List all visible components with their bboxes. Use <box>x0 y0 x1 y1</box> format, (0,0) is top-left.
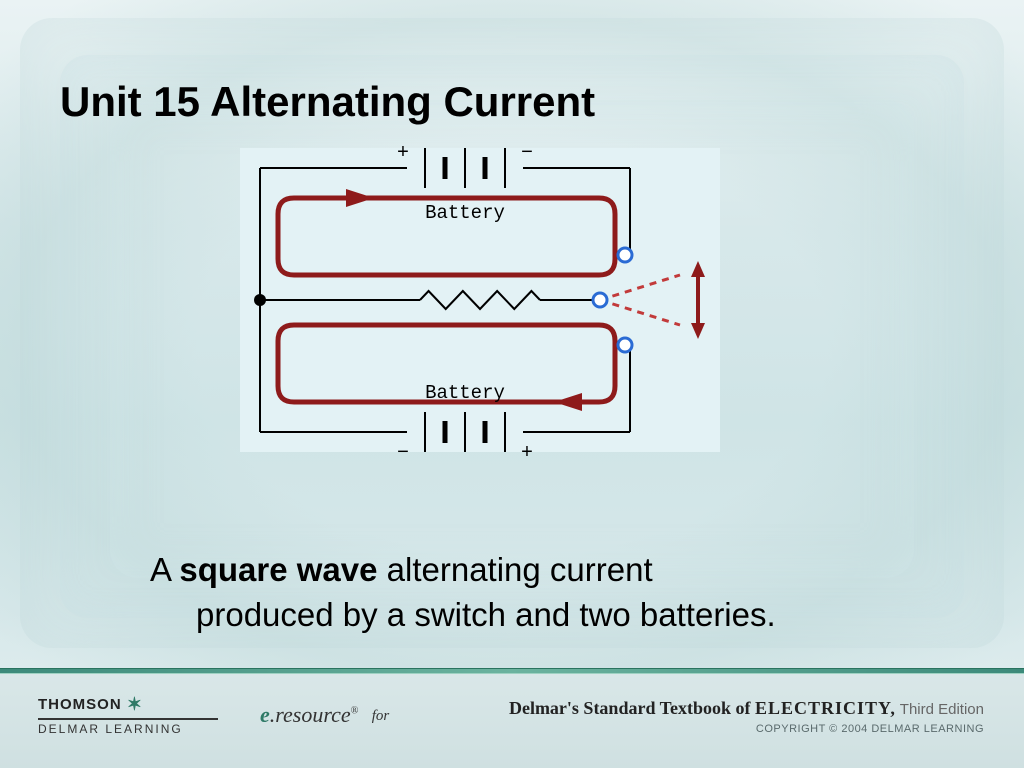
circuit-diagram: + − − + Battery Battery <box>230 140 730 460</box>
caption-bold: square wave <box>179 551 377 588</box>
caption: A square wave alternating current produc… <box>150 548 890 637</box>
svg-text:+: + <box>397 141 409 163</box>
page-title: Unit 15 Alternating Current <box>60 78 595 126</box>
eresource-word: resource <box>275 702 350 727</box>
eresource-e: e <box>260 702 270 727</box>
svg-text:Battery: Battery <box>425 382 505 404</box>
publisher-logo: THOMSON ✶ DELMAR LEARNING <box>38 694 238 736</box>
book-prefix: Delmar's Standard Textbook of <box>509 698 755 718</box>
thomson-text: THOMSON <box>38 696 122 713</box>
delmar-text: DELMAR LEARNING <box>38 722 238 736</box>
book-title-block: Delmar's Standard Textbook of ELECTRICIT… <box>509 698 984 735</box>
logo-rule <box>38 718 218 720</box>
eresource-logo: e.resource® for <box>260 702 389 728</box>
caption-prefix: A <box>150 551 179 588</box>
book-title: Delmar's Standard Textbook of ELECTRICIT… <box>509 698 984 719</box>
svg-text:−: − <box>521 141 533 163</box>
book-elec: ELECTRICITY, <box>755 698 896 718</box>
svg-text:−: − <box>397 441 409 460</box>
caption-line2: produced by a switch and two batteries. <box>150 593 890 638</box>
svg-text:Battery: Battery <box>425 202 505 224</box>
caption-rest1: alternating current <box>377 551 652 588</box>
book-edition: Third Edition <box>896 701 984 718</box>
svg-text:+: + <box>521 441 533 460</box>
thomson-wordmark: THOMSON ✶ <box>38 694 238 715</box>
slide: Unit 15 Alternating Current + − − + Battery B… <box>0 0 1024 768</box>
eresource-for: for <box>372 708 390 724</box>
copyright: COPYRIGHT © 2004 DELMAR LEARNING <box>509 723 984 735</box>
star-icon: ✶ <box>127 694 143 714</box>
